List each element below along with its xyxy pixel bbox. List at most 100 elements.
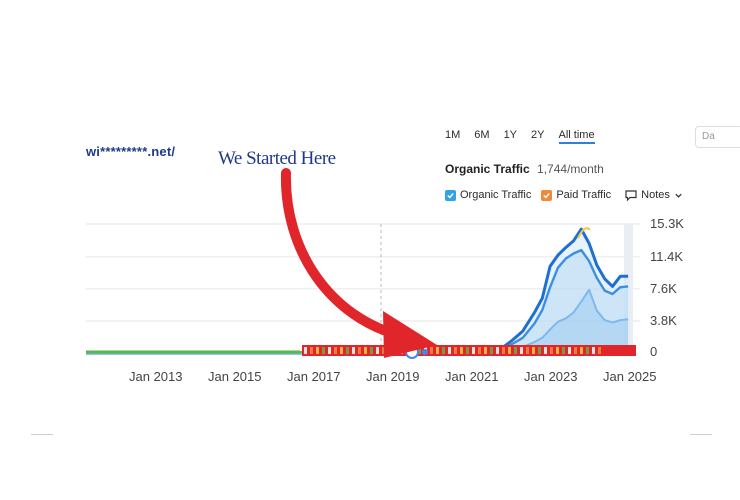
event-marker: [352, 347, 355, 354]
event-marker: [430, 347, 433, 354]
period-selector: 1M 6M 1Y 2Y All time: [445, 129, 595, 144]
event-marker: [364, 347, 367, 354]
event-marker: [394, 347, 397, 354]
event-marker: [310, 347, 313, 354]
traffic-value: 1,744/month: [537, 162, 604, 176]
y-tick-label: 11.4K: [650, 249, 684, 264]
event-marker: [538, 347, 541, 354]
arrow-head-icon: [383, 311, 437, 358]
event-marker: [532, 347, 535, 354]
event-marker: [574, 347, 577, 354]
legend-paid-label: Paid Traffic: [556, 189, 612, 201]
event-marker: [496, 347, 499, 354]
google-update-icon: [405, 345, 419, 359]
event-marker: [422, 349, 428, 355]
notes-icon: [625, 189, 637, 201]
event-marker: [562, 347, 565, 354]
legend-organic-label: Organic Traffic: [460, 189, 532, 201]
x-tick-label: Jan 2021: [445, 369, 499, 384]
divider-right: [690, 434, 712, 435]
event-marker: [406, 347, 409, 354]
legend-paid[interactable]: Paid Traffic: [541, 189, 611, 201]
event-marker: [568, 347, 571, 354]
x-tick-label: Jan 2019: [366, 369, 420, 384]
period-1y[interactable]: 1Y: [503, 129, 518, 141]
notes-label: Notes: [641, 189, 670, 201]
event-marker: [388, 347, 391, 354]
event-marker: [550, 347, 553, 354]
period-6m[interactable]: 6M: [474, 129, 490, 141]
event-marker: [598, 347, 601, 354]
event-marker: [304, 347, 307, 354]
arrow-icon: [280, 168, 407, 341]
series-line: [86, 248, 629, 355]
date-range-button[interactable]: Da: [695, 126, 740, 148]
y-tick-label: 7.6K: [650, 281, 677, 296]
event-marker: [358, 347, 361, 354]
event-marker: [376, 347, 379, 354]
event-marker: [508, 347, 511, 354]
event-marker: [418, 347, 421, 354]
event-markers-band: [302, 345, 636, 356]
event-marker: [502, 347, 505, 354]
event-marker: [436, 347, 439, 354]
x-tick-label: Jan 2023: [524, 369, 578, 384]
event-marker: [400, 347, 403, 354]
period-all-time[interactable]: All time: [558, 129, 595, 144]
event-marker: [472, 347, 475, 354]
event-marker: [322, 347, 325, 354]
series-area: [86, 289, 629, 353]
event-marker: [370, 347, 373, 354]
event-marker: [328, 347, 331, 354]
x-tick-label: Jan 2025: [603, 369, 657, 384]
divider-left: [31, 434, 53, 435]
checkbox-checked-icon[interactable]: [541, 189, 553, 201]
event-marker: [340, 347, 343, 354]
event-marker: [592, 347, 595, 354]
y-tick-label: 0: [650, 344, 658, 359]
event-marker: [448, 347, 451, 354]
event-marker: [454, 347, 457, 354]
y-tick-label: 3.8K: [650, 313, 677, 328]
event-marker: [580, 347, 583, 354]
traffic-label: Organic Traffic: [445, 162, 530, 176]
period-1m[interactable]: 1M: [445, 129, 461, 141]
event-marker: [478, 347, 481, 354]
series-area: [86, 229, 629, 353]
chevron-down-icon: [675, 193, 682, 198]
event-marker: [442, 347, 445, 354]
event-marker: [424, 347, 427, 354]
series-line: [86, 288, 629, 354]
annotation-text: We Started Here: [218, 148, 336, 169]
event-marker: [544, 347, 547, 354]
checkbox-checked-icon[interactable]: [445, 189, 456, 201]
event-marker: [556, 347, 559, 354]
event-marker: [334, 347, 337, 354]
x-tick-label: Jan 2013: [129, 369, 183, 384]
x-tick-label: Jan 2015: [208, 369, 262, 384]
peak-highlight: [577, 227, 591, 239]
period-2y[interactable]: 2Y: [531, 129, 545, 141]
event-marker: [346, 347, 349, 354]
event-marker: [520, 347, 523, 354]
event-marker: [484, 347, 487, 354]
event-marker: [316, 347, 319, 354]
series-area: [86, 250, 629, 353]
legend-organic[interactable]: Organic Traffic: [445, 189, 531, 201]
legend: Organic Traffic Paid Traffic Notes: [445, 189, 683, 201]
event-marker: [466, 347, 469, 354]
site-url: wi*********.net/: [86, 144, 176, 159]
traffic-summary: Organic Traffic 1,744/month: [445, 162, 604, 176]
chart-right-band: [624, 224, 633, 353]
notes-dropdown[interactable]: Notes: [625, 189, 683, 201]
x-tick-label: Jan 2017: [287, 369, 341, 384]
event-marker: [460, 347, 463, 354]
event-marker: [382, 347, 385, 354]
event-marker: [526, 347, 529, 354]
y-tick-label: 15.3K: [650, 216, 684, 231]
event-marker: [514, 347, 517, 354]
event-marker: [412, 347, 415, 354]
series-line: [86, 227, 629, 355]
event-marker: [490, 347, 493, 354]
